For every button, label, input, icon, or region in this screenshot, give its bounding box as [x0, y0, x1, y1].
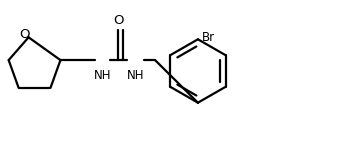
Text: NH: NH: [94, 69, 111, 82]
Text: Br: Br: [202, 31, 215, 44]
Text: O: O: [19, 28, 30, 41]
Text: O: O: [113, 14, 124, 27]
Text: NH: NH: [126, 69, 144, 82]
